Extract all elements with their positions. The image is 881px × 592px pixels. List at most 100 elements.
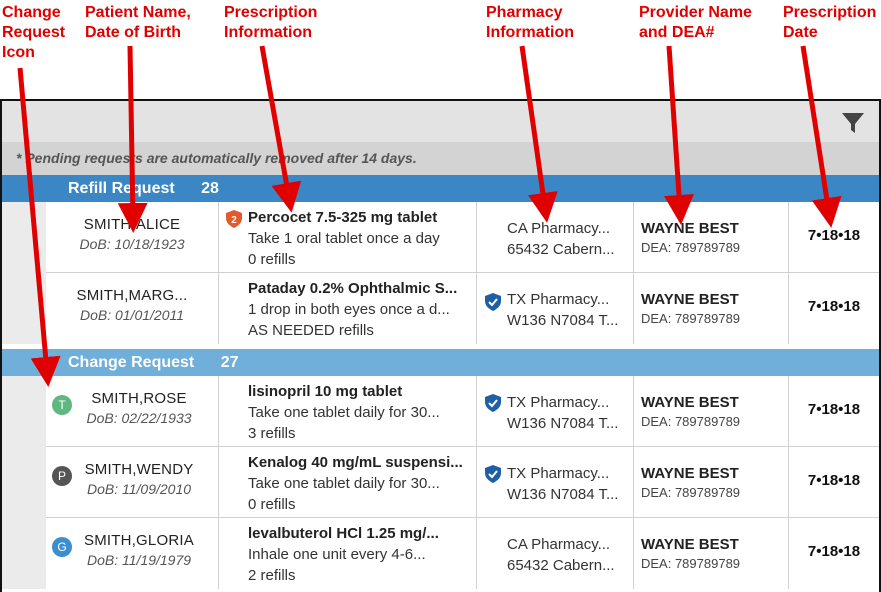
annotation-line: and DEA# <box>639 24 715 41</box>
pharmacy-name: TX Pharmacy... <box>507 394 610 411</box>
pharmacy-cell: CA Pharmacy... 65432 Cabern... <box>477 202 634 273</box>
table-row[interactable]: T SMITH,ROSE DoB: 02/22/1933 lisinopril … <box>2 376 879 447</box>
row-gutter <box>2 376 46 447</box>
row-gutter <box>2 447 46 518</box>
drug-refills: AS NEEDED refills <box>248 322 374 339</box>
provider-name: WAYNE BEST <box>641 220 739 237</box>
drug-name: Kenalog 40 mg/mL suspensi... <box>248 454 463 471</box>
table-row[interactable]: P SMITH,WENDY DoB: 11/09/2010 Kenalog 40… <box>2 447 879 518</box>
prescription-cell: levalbuterol HCl 1.25 mg/... Inhale one … <box>219 518 477 589</box>
drug-refills: 0 refills <box>248 251 296 268</box>
provider-dea: DEA: 789789789 <box>641 414 741 429</box>
patient-cell: SMITH,MARG... DoB: 01/01/2011 <box>46 273 219 344</box>
drug-sig: Inhale one unit every 4-6... <box>248 546 426 563</box>
prescription-date: 7•18•18 <box>807 401 861 418</box>
provider-dea: DEA: 789789789 <box>641 311 741 326</box>
prescription-cell: lisinopril 10 mg tablet Take one tablet … <box>219 376 477 447</box>
pharmacy-name: CA Pharmacy... <box>507 220 611 237</box>
drug-refills: 2 refills <box>248 567 296 584</box>
annotation-line: Information <box>224 24 312 41</box>
drug-sig: 1 drop in both eyes once a d... <box>248 301 450 318</box>
pharmacy-name: TX Pharmacy... <box>507 291 610 308</box>
provider-name: WAYNE BEST <box>641 291 739 308</box>
auto-remove-notice: * Pending requests are automatically rem… <box>2 142 879 175</box>
provider-name: WAYNE BEST <box>641 465 739 482</box>
verified-pharmacy-shield-icon <box>485 465 501 483</box>
patient-dob: DoB: 11/09/2010 <box>86 481 192 497</box>
pharmacy-cell: TX Pharmacy... W136 N7084 T... <box>477 376 634 447</box>
table-row[interactable]: G SMITH,GLORIA DoB: 11/19/1979 levalbute… <box>2 518 879 589</box>
annotation-line: Patient Name, <box>85 4 191 21</box>
drug-name: levalbuterol HCl 1.25 mg/... <box>248 525 439 542</box>
patient-name: SMITH,GLORIA <box>84 532 194 549</box>
annotation-line: Prescription <box>224 4 318 21</box>
row-gutter <box>2 518 46 589</box>
table-row[interactable]: SMITH,MARG... DoB: 01/01/2011 Pataday 0.… <box>2 273 879 344</box>
prescription-date: 7•18•18 <box>807 472 861 489</box>
provider-cell: WAYNE BEST DEA: 789789789 <box>634 518 789 589</box>
prescription-cell: 2 Percocet 7.5-325 mg tablet Take 1 oral… <box>219 202 477 273</box>
prescription-date: 7•18•18 <box>807 227 861 244</box>
table-row[interactable]: SMITH,ALICE DoB: 10/18/1923 2 Percocet 7… <box>2 202 879 273</box>
annotation-prescription: Prescription Information <box>224 3 317 43</box>
annotation-date: Prescription Date <box>783 3 876 43</box>
row-divider <box>46 517 879 518</box>
provider-dea: DEA: 789789789 <box>641 240 741 255</box>
pharmacy-address: 65432 Cabern... <box>507 241 615 258</box>
patient-dob: DoB: 10/18/1923 <box>79 236 185 252</box>
pharmacy-cell: CA Pharmacy... 65432 Cabern... <box>477 518 634 589</box>
shield-number: 2 <box>231 215 237 226</box>
pharmacy-address: W136 N7084 T... <box>507 486 619 503</box>
provider-cell: WAYNE BEST DEA: 789789789 <box>634 273 789 344</box>
patient-dob: DoB: 02/22/1933 <box>86 410 192 426</box>
date-cell: 7•18•18 <box>789 376 879 447</box>
pharmacy-cell: TX Pharmacy... W136 N7084 T... <box>477 273 634 344</box>
provider-dea: DEA: 789789789 <box>641 485 741 500</box>
annotation-provider: Provider Name and DEA# <box>639 3 752 43</box>
patient-dob: DoB: 01/01/2011 <box>79 307 185 323</box>
pharmacy-name: CA Pharmacy... <box>507 536 611 553</box>
prescription-date: 7•18•18 <box>807 543 861 560</box>
change-request-icon: G <box>52 537 72 557</box>
date-cell: 7•18•18 <box>789 518 879 589</box>
annotation-line: Icon <box>2 44 35 61</box>
controlled-substance-shield-icon: 2 <box>226 210 242 228</box>
patient-cell: SMITH,ROSE DoB: 02/22/1933 <box>46 376 219 447</box>
drug-sig: Take 1 oral tablet once a day <box>248 230 440 247</box>
annotation-line: Date of Birth <box>85 24 181 41</box>
pharmacy-address: W136 N7084 T... <box>507 415 619 432</box>
drug-name: Pataday 0.2% Ophthalmic S... <box>248 280 458 297</box>
patient-cell: SMITH,GLORIA DoB: 11/19/1979 <box>46 518 219 589</box>
date-cell: 7•18•18 <box>789 447 879 518</box>
annotation-line: Change <box>2 4 61 21</box>
date-cell: 7•18•18 <box>789 273 879 344</box>
pharmacy-name: TX Pharmacy... <box>507 465 610 482</box>
group-header-change-request[interactable]: Change Request 27 <box>2 349 879 376</box>
annotation-line: Provider Name <box>639 4 752 21</box>
annotation-line: Prescription <box>783 4 877 21</box>
pharmacy-cell: TX Pharmacy... W136 N7084 T... <box>477 447 634 518</box>
drug-refills: 3 refills <box>248 425 296 442</box>
annotation-line: Information <box>486 24 574 41</box>
panel-toolbar <box>2 101 879 142</box>
group-count: 28 <box>201 180 219 197</box>
row-divider <box>46 446 879 447</box>
pending-requests-panel: * Pending requests are automatically rem… <box>0 99 881 592</box>
change-request-icon: T <box>52 395 72 415</box>
prescription-cell: Pataday 0.2% Ophthalmic S... 1 drop in b… <box>219 273 477 344</box>
row-divider <box>46 272 879 273</box>
filter-funnel-icon[interactable] <box>841 111 865 135</box>
annotation-change-request-icon: Change Request Icon <box>2 3 65 63</box>
group-header-refill-request[interactable]: Refill Request 28 <box>2 175 879 202</box>
annotation-line: Request <box>2 24 66 41</box>
patient-cell: SMITH,ALICE DoB: 10/18/1923 <box>46 202 219 273</box>
row-gutter <box>2 202 46 273</box>
provider-cell: WAYNE BEST DEA: 789789789 <box>634 202 789 273</box>
drug-name: Percocet 7.5-325 mg tablet <box>248 209 438 226</box>
provider-dea: DEA: 789789789 <box>641 556 741 571</box>
patient-cell: SMITH,WENDY DoB: 11/09/2010 <box>46 447 219 518</box>
annotation-line: Date <box>783 24 818 41</box>
provider-name: WAYNE BEST <box>641 394 739 411</box>
annotation-patient: Patient Name, Date of Birth <box>85 3 191 43</box>
pharmacy-address: 65432 Cabern... <box>507 557 615 574</box>
